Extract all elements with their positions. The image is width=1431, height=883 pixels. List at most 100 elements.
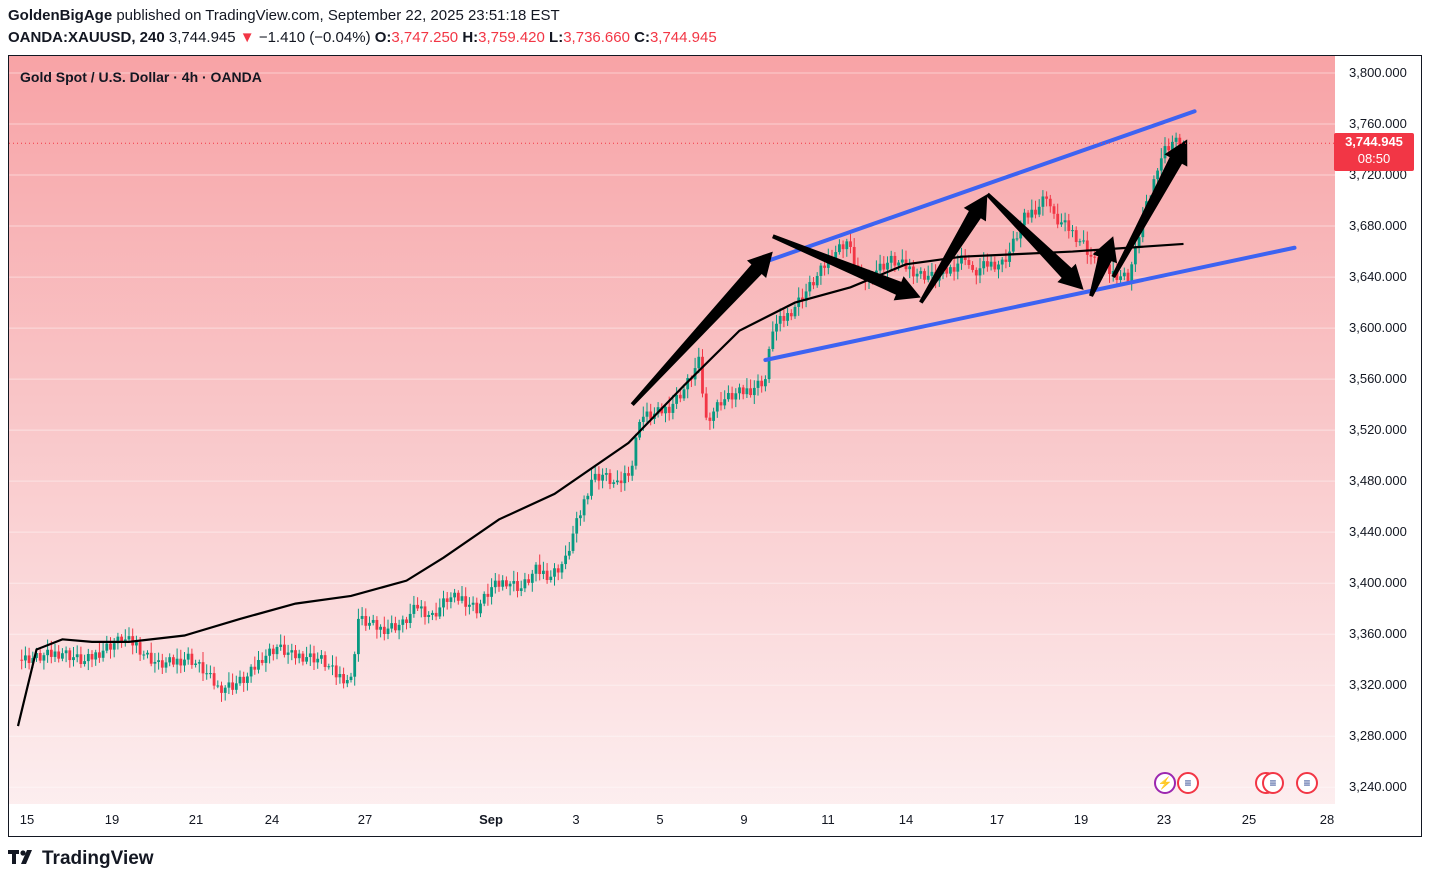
candle-body	[331, 665, 334, 667]
symbol-label[interactable]: OANDA:XAUUSD, 240	[8, 29, 165, 46]
candle-body	[260, 659, 264, 663]
candle-body	[386, 628, 390, 635]
candle-body	[416, 604, 419, 609]
candle-body	[645, 411, 649, 417]
candle-body	[431, 612, 434, 615]
candle-body	[286, 652, 290, 655]
candle-body	[789, 313, 793, 317]
time-axis[interactable]	[9, 804, 1335, 836]
candle-body	[1008, 251, 1011, 262]
swing-arrow-up	[1089, 236, 1118, 297]
price-axis-label: 3,680.000	[1349, 218, 1407, 234]
close-label: C:	[634, 29, 650, 46]
candle-body	[379, 626, 382, 630]
candle-body	[582, 499, 586, 516]
candle-body	[900, 259, 904, 263]
candle-body	[301, 653, 305, 662]
candle-body	[1126, 272, 1130, 282]
candle-body	[497, 580, 501, 587]
candle-body	[86, 653, 90, 662]
lightning-event-icon[interactable]: ⚡	[1154, 772, 1176, 794]
price-axis[interactable]	[1335, 56, 1421, 836]
time-axis-label: 21	[188, 812, 204, 827]
author-name[interactable]: GoldenBigAge	[8, 7, 113, 24]
candle-body	[1156, 170, 1159, 180]
candle-body	[1045, 196, 1048, 199]
tradingview-brand: TradingView	[42, 848, 154, 869]
candle-body	[926, 275, 930, 280]
candle-body	[564, 555, 567, 565]
time-axis-label: 27	[357, 812, 373, 827]
symbol-line: OANDA:XAUUSD, 240 3,744.945 ▼ −1.410 (−0…	[8, 29, 717, 46]
candle-body	[886, 262, 889, 270]
candle-body	[738, 387, 741, 394]
candle-body	[38, 653, 42, 661]
candle-body	[616, 480, 619, 483]
candle-body	[882, 263, 886, 270]
candle-body	[671, 403, 675, 413]
candle-body	[919, 271, 923, 274]
candle-body	[220, 685, 223, 693]
candle-body	[75, 654, 79, 658]
candle-body	[719, 402, 723, 406]
candle-body	[360, 616, 364, 619]
candle-body	[889, 255, 893, 263]
candle-body	[752, 387, 756, 396]
candle-body	[749, 388, 752, 396]
time-axis-label: 19	[104, 812, 120, 827]
candle-body	[231, 682, 234, 690]
candle-body	[590, 479, 593, 496]
candle-body	[427, 614, 431, 618]
candle-body	[819, 265, 823, 276]
candle-body	[1163, 146, 1167, 159]
candle-body	[1167, 146, 1171, 151]
candle-body	[283, 644, 286, 655]
candle-body	[912, 266, 915, 277]
time-axis-label: 9	[740, 812, 748, 827]
price-axis-label: 3,240.000	[1349, 779, 1407, 795]
candle-body	[138, 642, 142, 655]
us-flag-event-icon[interactable]: ≡	[1262, 772, 1284, 794]
us-flag-event-icon[interactable]: ≡	[1177, 772, 1199, 794]
chart-legend-title[interactable]: Gold Spot / U.S. Dollar · 4h · OANDA	[20, 69, 262, 85]
candle-body	[1000, 259, 1004, 265]
candle-body	[1115, 270, 1119, 280]
candle-body	[505, 580, 508, 587]
candle-body	[153, 661, 157, 664]
candle-body	[801, 297, 804, 301]
candle-body	[986, 261, 989, 267]
candle-body	[1052, 206, 1056, 214]
price-plot[interactable]	[9, 56, 1335, 804]
candle-body	[745, 388, 749, 395]
us-flag-event-icon[interactable]: ≡	[1296, 772, 1318, 794]
candle-body	[982, 261, 986, 269]
candle-body	[945, 267, 949, 274]
candle-body	[142, 654, 146, 656]
candle-body	[183, 659, 186, 666]
candle-body	[641, 416, 645, 422]
price-change: −1.410 (−0.04%)	[258, 29, 371, 46]
time-axis-label: 14	[898, 812, 914, 827]
candle-body	[1026, 212, 1030, 218]
candle-body	[382, 626, 386, 635]
candle-body	[634, 437, 638, 466]
candle-body	[223, 687, 227, 693]
candle-body	[146, 652, 149, 655]
candle-body	[556, 568, 560, 573]
candle-body	[253, 666, 257, 670]
candle-body	[1034, 209, 1037, 215]
time-axis-label: Sep	[479, 812, 503, 827]
candle-body	[530, 573, 534, 583]
candle-body	[997, 264, 1000, 270]
candle-body	[353, 654, 357, 677]
last-price-tag-value: 3,744.945	[1345, 134, 1403, 149]
candle-body	[246, 676, 249, 683]
candle-body	[1074, 230, 1078, 243]
tradingview-footer[interactable]: TradingView	[8, 848, 154, 870]
candle-body	[675, 394, 678, 404]
candle-body	[971, 264, 974, 270]
candle-body	[967, 259, 971, 265]
chart-panel[interactable]: Gold Spot / U.S. Dollar · 4h · OANDA 3,2…	[8, 55, 1422, 837]
time-axis-label: 23	[1156, 812, 1172, 827]
candle-body	[197, 662, 201, 664]
